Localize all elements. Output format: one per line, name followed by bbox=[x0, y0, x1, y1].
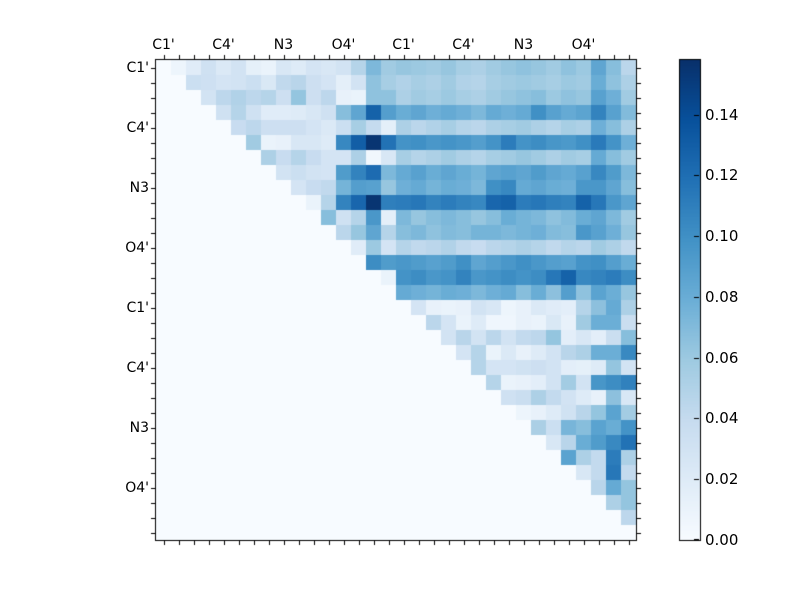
y-axis-tick-label: N3 bbox=[129, 419, 149, 436]
x-axis-tick-label: O4' bbox=[571, 37, 596, 53]
colorbar-tick-label: 0.10 bbox=[705, 227, 739, 246]
x-axis-tick-label: N3 bbox=[273, 37, 294, 53]
y-axis-tick-label: O4' bbox=[125, 479, 149, 496]
colorbar-tick-label: 0.06 bbox=[705, 348, 739, 367]
x-axis-tick-label: C1' bbox=[152, 37, 175, 53]
colorbar-tick-label: 0.00 bbox=[705, 531, 739, 549]
x-axis-tick-label: O4' bbox=[331, 37, 356, 53]
y-axis-tick-label: C1' bbox=[126, 299, 149, 316]
x-axis-tick-label: C4' bbox=[452, 37, 475, 53]
colorbar-tick-label: 0.08 bbox=[705, 287, 739, 306]
x-axis-tick-label: C1' bbox=[392, 37, 415, 53]
x-axis-tick-label: N3 bbox=[513, 37, 534, 53]
y-axis-tick-label: N3 bbox=[129, 179, 149, 196]
y-axis-tick-label: C1' bbox=[126, 59, 149, 76]
y-axis-tick-label: O4' bbox=[125, 239, 149, 256]
x-axis-tick-label: C4' bbox=[212, 37, 235, 53]
colorbar-tick-label: 0.02 bbox=[705, 470, 739, 489]
colorbar-tick-label: 0.14 bbox=[705, 105, 739, 124]
y-axis-tick-label: C4' bbox=[126, 359, 149, 376]
y-axis-tick-label: C4' bbox=[126, 119, 149, 136]
colorbar-tick-label: 0.04 bbox=[705, 409, 739, 428]
colorbar-tick-label: 0.12 bbox=[705, 166, 739, 185]
